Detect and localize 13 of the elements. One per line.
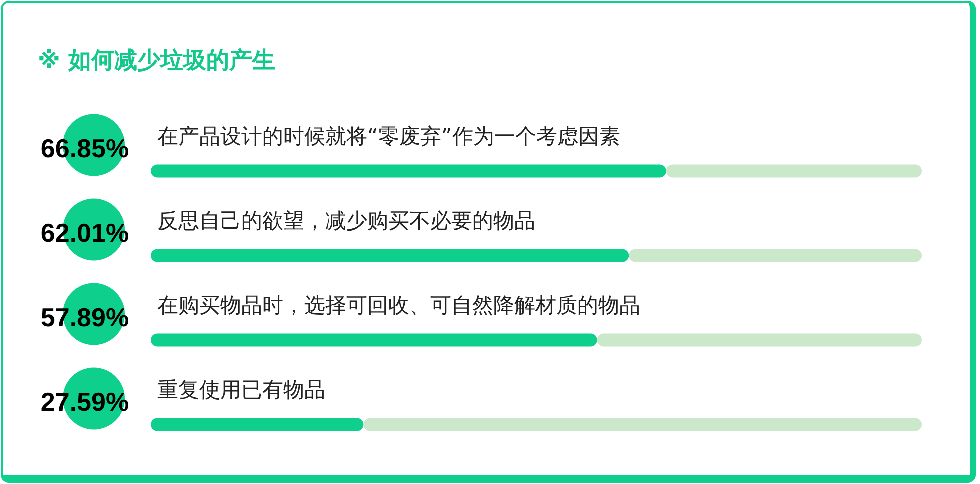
- bar: [151, 164, 666, 178]
- bar: [364, 418, 922, 432]
- bar: [666, 164, 922, 178]
- bar: [597, 334, 922, 347]
- bar: [629, 249, 922, 262]
- y-tick-label: 在购买物品时，选择可回收、可自然降解材质的物品: [158, 293, 640, 318]
- bar: [151, 249, 630, 262]
- y-tick-label: 在产品设计的时候就将“零废弃”作为一个考虑因素: [158, 124, 620, 148]
- bar: [151, 334, 598, 347]
- y-tick-label: 反思自己的欲望，减少购买不必要的物品: [158, 208, 536, 233]
- chart-title: ※ 如何减少垃圾的产生: [38, 48, 276, 74]
- y-tick-label: 重复使用已有物品: [158, 378, 326, 402]
- bar: [151, 418, 364, 432]
